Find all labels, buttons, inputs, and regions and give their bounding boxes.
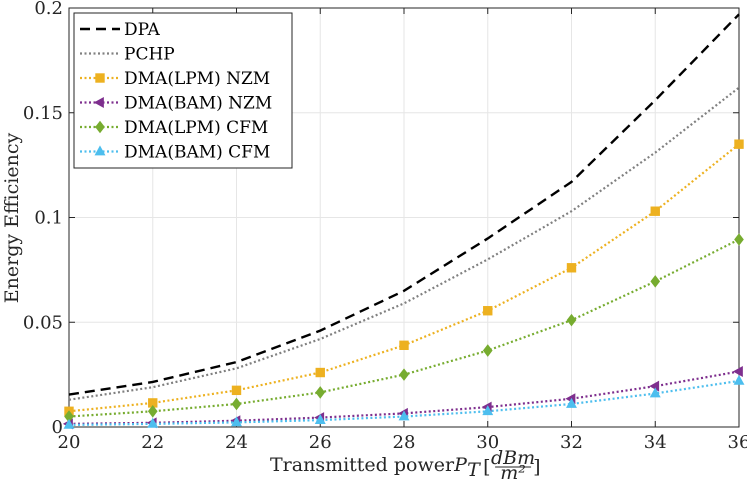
y-tick-label: 0 (52, 417, 63, 438)
legend-item: DPA (80, 20, 161, 40)
legend-marker (93, 97, 104, 108)
x-tick-label: 20 (58, 432, 81, 453)
x-tick-label: 22 (141, 432, 164, 453)
data-point (649, 387, 661, 398)
series-dma-lpm-nzm (64, 139, 744, 416)
x-axis-label-subscript: T (467, 459, 481, 481)
y-axis-label: Energy Efficiency (1, 133, 23, 304)
legend-label: DPA (124, 20, 161, 40)
legend-label: DMA(BAM) CFM (124, 143, 270, 163)
data-point (566, 263, 577, 273)
data-point (734, 139, 744, 149)
data-point (314, 414, 326, 424)
data-point (315, 367, 325, 378)
data-point (63, 418, 75, 429)
data-point (566, 397, 577, 408)
legend-marker (95, 120, 105, 134)
y-tick-label: 0.05 (23, 312, 63, 333)
data-point (147, 405, 158, 418)
data-point (650, 206, 660, 216)
data-point (399, 340, 409, 350)
x-axis-label-symbol: P (453, 454, 468, 476)
x-tick-label: 36 (728, 432, 747, 453)
data-point (732, 366, 743, 377)
data-point (734, 233, 744, 246)
x-tick-label: 30 (476, 432, 499, 453)
series-line (68, 370, 740, 425)
x-tick-label: 26 (309, 432, 332, 453)
data-point (483, 306, 493, 316)
legend-item: PCHP (80, 45, 175, 65)
x-tick-label: 24 (225, 432, 248, 453)
legend-marker (94, 145, 106, 156)
legend-label: DMA(LPM) NZM (124, 69, 270, 89)
series-dma-lpm-cfm (64, 233, 744, 423)
legend-item: DMA(BAM) CFM (80, 143, 270, 163)
y-tick-label: 0.15 (23, 103, 63, 124)
legend-marker (95, 73, 105, 83)
x-axis-label-bracket-left: [ (483, 456, 490, 478)
data-point (399, 368, 409, 381)
x-axis-label-text: Transmitted power (270, 454, 455, 476)
x-axis-label-unit-denominator: m² (500, 462, 526, 484)
legend-item: DMA(LPM) NZM (80, 69, 270, 89)
data-point (566, 313, 577, 327)
legend-item: DMA(LPM) CFM (80, 118, 268, 138)
data-point (649, 380, 660, 392)
x-tick-label: 28 (393, 432, 416, 453)
x-axis-label-bracket-right: ] (533, 456, 540, 478)
data-point (231, 385, 242, 396)
series-line (68, 379, 740, 426)
axis-ticks: 20 22 24 26 28 30 32 34 36 0 0.05 0.1 0.15 0.2 (23, 0, 747, 453)
data-point (482, 405, 494, 416)
x-tick-label: 34 (644, 432, 667, 453)
data-point (650, 275, 661, 288)
data-point (398, 410, 410, 421)
data-point (315, 386, 326, 399)
legend-label: PCHP (124, 45, 175, 65)
legend-label: DMA(BAM) NZM (124, 94, 272, 114)
y-tick-label: 0.1 (34, 208, 63, 229)
data-point (147, 417, 159, 428)
series-pchp (68, 86, 740, 401)
legend: DPA PCHP DMA(LPM) NZM DMA(BAM) NZM DMA(LPM) … (73, 12, 293, 169)
series-lines (62, 13, 745, 430)
series-dma-bam-cfm (63, 374, 745, 429)
x-axis-label-unit-numerator: dBm (491, 447, 535, 469)
y-tick-label: 0.2 (34, 0, 63, 19)
series-dpa (68, 13, 740, 396)
data-point (231, 397, 242, 411)
data-point (231, 416, 242, 427)
series-line (68, 13, 740, 396)
legend-item: DMA(BAM) NZM (80, 94, 272, 114)
x-tick-label: 32 (560, 432, 583, 453)
legend-box (73, 12, 293, 169)
data-point (482, 344, 493, 357)
series-line (68, 86, 740, 401)
data-point (733, 374, 745, 385)
legend-label: DMA(LPM) CFM (124, 118, 268, 138)
